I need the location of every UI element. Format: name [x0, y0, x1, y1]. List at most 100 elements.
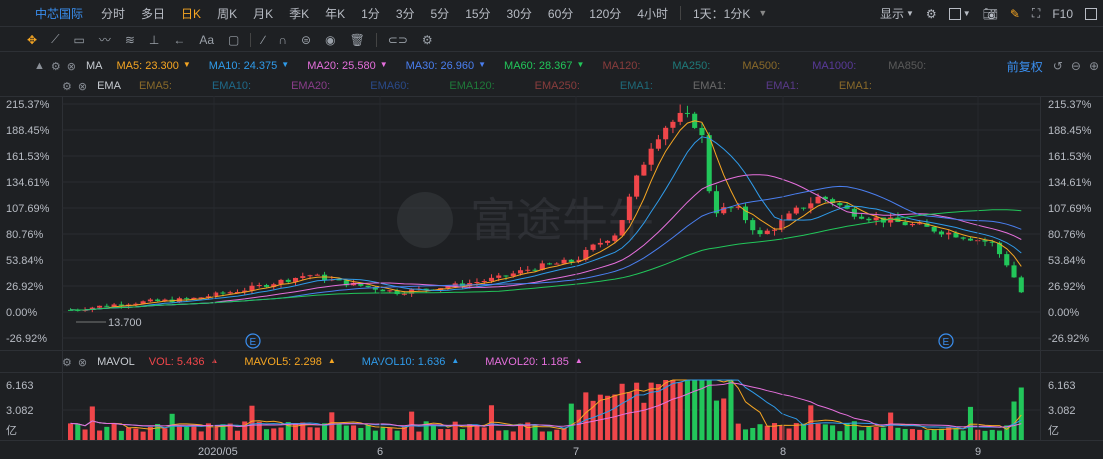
color-square-icon[interactable] — [948, 7, 961, 20]
arrow-icon: ▼ — [478, 60, 487, 69]
timeframe-tab[interactable]: 3分 — [395, 6, 415, 21]
line-icon[interactable]: ∕ — [262, 32, 265, 47]
collapse-icon[interactable]: ▲ — [34, 60, 45, 72]
timeframe-tab[interactable]: 5分 — [430, 6, 450, 21]
volume-bar — [380, 426, 386, 440]
volume-bar — [692, 380, 698, 440]
adjust-button[interactable]: 前复权 — [1006, 59, 1043, 74]
stock-name[interactable]: 中芯国际 — [35, 6, 84, 21]
timeframe-tab[interactable]: 年K — [325, 6, 346, 21]
trash-icon[interactable]: 🗑︎ — [349, 32, 365, 47]
volume-bar — [126, 427, 132, 440]
note-icon[interactable]: ▢ — [228, 32, 240, 47]
volume-bar — [967, 406, 974, 440]
timeframe-tab[interactable]: 60分 — [547, 6, 574, 21]
settings-icon[interactable]: ⚙ — [62, 80, 72, 93]
zoom-out-icon[interactable]: ⊖ — [1070, 59, 1081, 73]
reset-icon[interactable]: ↺ — [1052, 59, 1063, 73]
timeframe-tab[interactable]: 季K — [289, 6, 310, 21]
link-icon[interactable]: ⊂⊃ — [387, 32, 408, 47]
volume-bar — [547, 431, 553, 440]
candle-body — [155, 299, 161, 301]
timeframe-tab[interactable]: 周K — [217, 6, 238, 21]
chevron-down-icon[interactable]: ▼ — [758, 8, 768, 18]
arrow-icon[interactable]: ← — [173, 32, 186, 47]
zoom-in-icon[interactable]: ⊕ — [1088, 59, 1099, 73]
volume-bar — [996, 430, 1003, 440]
close-icon[interactable]: ⊗ — [77, 356, 88, 369]
f10-button[interactable]: F10 — [1052, 6, 1073, 21]
arrow-icon: ▲ — [451, 356, 460, 365]
timeframe-tab[interactable]: 日K — [181, 6, 202, 21]
magnet-icon[interactable]: ∩ — [278, 32, 288, 47]
y-axis-label-left: 80.76% — [6, 229, 44, 241]
x-axis-label: 8 — [780, 446, 786, 458]
event-marker-icon — [245, 333, 261, 349]
ma-line — [70, 209, 1022, 311]
volume-bar — [314, 427, 320, 440]
indicator-value: EMA1: — [838, 80, 872, 92]
max-price-label: 44.800 — [690, 96, 724, 99]
candle-body — [873, 217, 879, 221]
candle-body — [118, 304, 124, 306]
rectangle-icon[interactable]: ▭ — [73, 32, 85, 47]
ruler-icon[interactable]: ⊥ — [148, 32, 160, 47]
camera-icon[interactable]: 📷︎ — [982, 6, 998, 21]
candle-body — [1004, 254, 1010, 266]
candle-body — [191, 297, 197, 300]
interval-select[interactable]: 1天：1分K — [692, 6, 751, 21]
settings-icon[interactable]: ⚙ — [925, 6, 937, 21]
volume-bar — [140, 431, 146, 440]
timeframe-tab[interactable]: 15分 — [465, 6, 491, 21]
candle-body — [372, 287, 378, 290]
volume-bar — [946, 426, 952, 440]
chevron-down-icon[interactable]: ▼ — [906, 9, 914, 18]
volume-bar — [808, 405, 814, 440]
display-menu[interactable]: 显示 — [879, 7, 904, 21]
trendline-icon[interactable]: ⟋ — [51, 32, 60, 46]
y-axis-label-left: 0.00% — [6, 307, 37, 319]
separator — [375, 32, 377, 47]
candle-body — [670, 121, 676, 128]
volume-bar — [989, 429, 995, 440]
expand-icon[interactable] — [1085, 7, 1097, 20]
volume-bar — [909, 429, 915, 440]
volume-bar — [670, 380, 676, 440]
pencil-icon[interactable]: ✎ — [1009, 6, 1020, 21]
chevron-down-icon[interactable]: ▼ — [962, 9, 971, 18]
fullscreen-icon[interactable]: ⛶ — [1031, 6, 1041, 20]
volume-bar — [329, 412, 335, 440]
fibonacci-icon[interactable]: ≋ — [124, 32, 135, 47]
timeframe-tab[interactable]: 30分 — [506, 6, 532, 21]
settings-icon[interactable]: ⚙ — [50, 60, 61, 73]
volume-bar — [706, 380, 712, 440]
timeframe-tab[interactable]: 分时 — [101, 6, 126, 21]
candle-body — [525, 269, 531, 271]
timeframe-tab[interactable]: 月K — [253, 6, 274, 21]
eye-icon[interactable]: ◉ — [325, 32, 336, 47]
volume-bar — [583, 392, 589, 440]
close-icon[interactable]: ⊗ — [66, 60, 76, 73]
timeframe-tab[interactable]: 4小时 — [637, 6, 668, 21]
kline-chart[interactable]: 215.37% 215.37% 188.45% 188.45% 161.53% 161.5… — [0, 96, 1103, 459]
lock-icon[interactable]: ⊜ — [301, 32, 312, 47]
timeframe-tab[interactable]: 1分 — [361, 6, 380, 21]
candle-body — [815, 196, 821, 204]
candle-body — [648, 148, 654, 165]
timeframe-tab[interactable]: 120分 — [589, 6, 622, 21]
volume-bar — [1011, 401, 1017, 440]
volume-bar — [655, 384, 661, 440]
mavol-line — [70, 382, 1022, 428]
crosshair-icon[interactable]: ✥ — [27, 32, 38, 47]
candle-body — [365, 285, 371, 288]
wave-icon[interactable]: 〰 — [98, 33, 111, 47]
close-icon[interactable]: ⊗ — [77, 80, 88, 93]
text-tool[interactable]: Aa — [199, 32, 215, 47]
candle-body — [242, 290, 248, 292]
top-toolbar: 中芯国际 分时 多日 日K 周K 月K 季K 年K 1分 3分 5分 15分 30分 60分 120分 4小… — [0, 0, 1103, 27]
settings-icon[interactable]: ⚙ — [421, 32, 433, 47]
timeframe-tab[interactable]: 多日 — [141, 6, 166, 21]
candle-body — [924, 223, 930, 227]
settings-icon[interactable]: ⚙ — [62, 356, 72, 369]
volume-bar — [699, 380, 705, 440]
